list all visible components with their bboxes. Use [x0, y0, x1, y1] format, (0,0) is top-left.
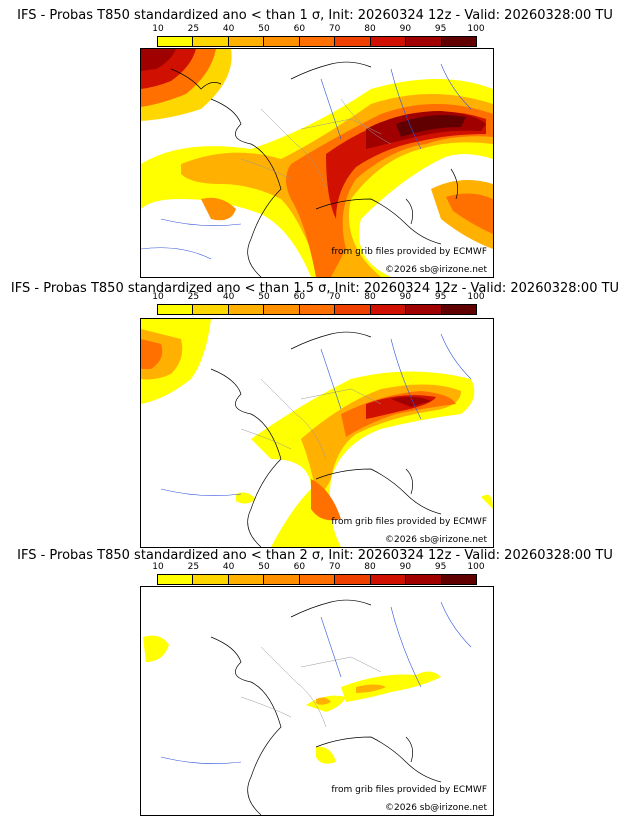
colorbar-tick-label: 90 — [399, 562, 412, 572]
rivers — [160, 601, 472, 764]
colorbar-swatch — [193, 305, 229, 314]
probability-shading — [143, 635, 441, 764]
borders — [240, 646, 382, 728]
colorbar-tick-label: 40 — [222, 292, 235, 302]
colorbar-swatch — [299, 305, 336, 314]
credit-copyright: ©2026 sb@irizone.net — [385, 803, 487, 813]
colorbar-swatch — [158, 575, 194, 584]
rivers — [160, 333, 472, 496]
colorbar-swatch — [370, 575, 407, 584]
colorbar-swatch — [370, 37, 407, 46]
credit-source: from grib files provided by ECMWF — [331, 247, 487, 257]
colorbar-tick-label: 25 — [187, 292, 200, 302]
colorbar-ticks: 10 25 40 50 60 70 80 90 95 100 — [152, 562, 484, 574]
colorbar-swatch — [228, 37, 265, 46]
colorbar-tick-label: 80 — [364, 562, 376, 572]
colorbar-tick-label: 70 — [328, 24, 341, 34]
colorbar-tick-label: 10 — [152, 562, 164, 572]
colorbar-tick-label: 10 — [152, 292, 164, 302]
colorbar-swatch — [228, 575, 265, 584]
colorbar-swatch — [158, 305, 194, 314]
coastlines — [170, 61, 458, 277]
colorbar-swatch — [335, 305, 371, 314]
colorbar-swatch — [299, 575, 336, 584]
probability-map: from grib files provided by ECMWF ©2026 … — [140, 586, 494, 816]
colorbar — [157, 36, 477, 47]
credit-copyright: ©2026 sb@irizone.net — [385, 265, 487, 275]
panel-title: IFS - Probas T850 standardized ano < tha… — [10, 281, 620, 296]
colorbar-swatch — [193, 575, 229, 584]
coastlines — [210, 331, 442, 547]
colorbar-tick-label: 95 — [434, 24, 447, 34]
colorbar-tick-label: 70 — [328, 292, 341, 302]
map-canvas — [141, 319, 493, 547]
colorbar-tick-label: 50 — [258, 24, 270, 34]
colorbar-swatch — [370, 305, 407, 314]
colorbar-swatch — [441, 37, 476, 46]
colorbar-tick-label: 100 — [467, 24, 485, 34]
colorbar-tick-label: 80 — [364, 24, 376, 34]
coastlines — [210, 599, 442, 815]
credit-source: from grib files provided by ECMWF — [331, 785, 487, 795]
colorbar-swatch — [264, 37, 300, 46]
colorbar-tick-label: 60 — [293, 292, 306, 302]
colorbar-swatch — [335, 37, 371, 46]
colorbar-tick-label: 40 — [222, 562, 235, 572]
colorbar-tick-label: 80 — [364, 292, 376, 302]
colorbar-tick-label: 90 — [399, 292, 412, 302]
probability-map: from grib files provided by ECMWF ©2026 … — [140, 48, 494, 278]
colorbar — [157, 574, 477, 585]
colorbar-swatch — [406, 37, 442, 46]
colorbar-tick-label: 25 — [187, 562, 200, 572]
colorbar-tick-label: 40 — [222, 24, 235, 34]
probability-map: from grib files provided by ECMWF ©2026 … — [140, 318, 494, 548]
credit-source: from grib files provided by ECMWF — [331, 517, 487, 527]
colorbar-tick-label: 95 — [434, 562, 447, 572]
colorbar-swatch — [406, 305, 442, 314]
colorbar-tick-label: 90 — [399, 24, 412, 34]
colorbar-swatch — [299, 37, 336, 46]
colorbar-tick-label: 60 — [293, 24, 306, 34]
colorbar-ticks: 10 25 40 50 60 70 80 90 95 100 — [152, 292, 484, 304]
colorbar-swatch — [158, 37, 194, 46]
colorbar-swatch — [335, 575, 371, 584]
colorbar-swatch — [441, 575, 476, 584]
colorbar-tick-label: 50 — [258, 562, 270, 572]
colorbar-tick-label: 70 — [328, 562, 341, 572]
colorbar-tick-label: 50 — [258, 292, 270, 302]
colorbar-tick-label: 95 — [434, 292, 447, 302]
colorbar-swatch — [228, 305, 265, 314]
panel-title: IFS - Probas T850 standardized ano < tha… — [17, 8, 613, 23]
colorbar-ticks: 10 25 40 50 60 70 80 90 95 100 — [152, 24, 484, 36]
colorbar-tick-label: 100 — [467, 562, 485, 572]
colorbar-tick-label: 10 — [152, 24, 164, 34]
probability-shading — [141, 319, 493, 547]
borders — [240, 98, 392, 190]
panel-title: IFS - Probas T850 standardized ano < tha… — [17, 548, 613, 563]
map-canvas — [143, 599, 472, 815]
rivers — [141, 63, 472, 260]
colorbar — [157, 304, 477, 315]
borders — [240, 378, 382, 460]
colorbar-swatch — [406, 575, 442, 584]
colorbar-swatch — [441, 305, 476, 314]
colorbar-swatch — [264, 575, 300, 584]
colorbar-swatch — [264, 305, 300, 314]
colorbar-tick-label: 100 — [467, 292, 485, 302]
probability-shading — [141, 49, 493, 277]
colorbar-tick-label: 60 — [293, 562, 306, 572]
map-canvas — [141, 49, 493, 277]
credit-copyright: ©2026 sb@irizone.net — [385, 535, 487, 545]
colorbar-tick-label: 25 — [187, 24, 200, 34]
colorbar-swatch — [193, 37, 229, 46]
